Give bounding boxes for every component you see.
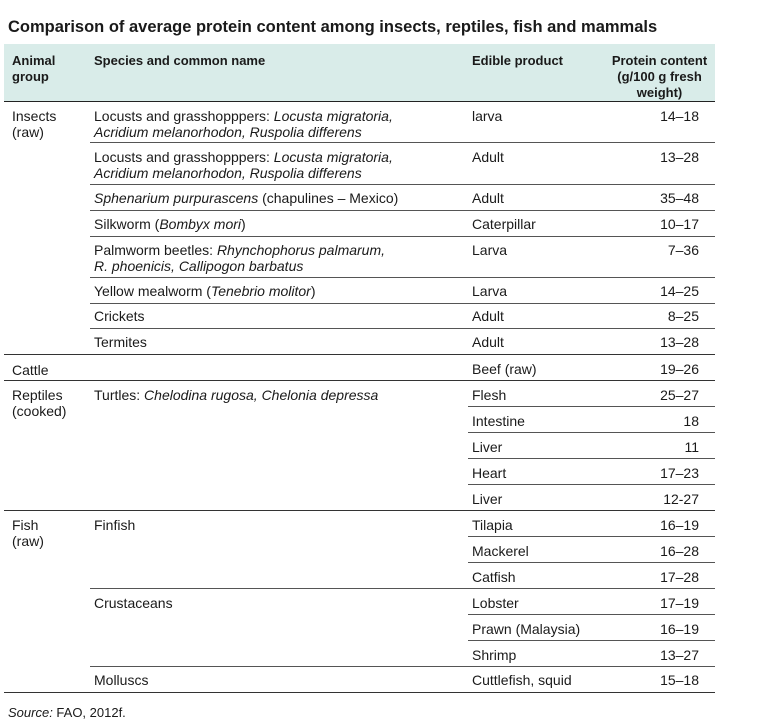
table-row-product: Intestine <box>472 413 525 429</box>
table-row-product: Shrimp <box>472 647 517 663</box>
table-row-protein: 7–36 <box>667 242 699 258</box>
table-row-protein: 13–28 <box>660 149 699 165</box>
table-row-protein: 17–28 <box>660 569 699 585</box>
table-row-product: Liver <box>472 491 503 507</box>
table-row-protein: 12-27 <box>663 491 699 507</box>
table-row-product: Adult <box>472 308 504 324</box>
table-row-species: Sphenarium purpurascens (chapulines – Me… <box>94 190 399 206</box>
table-header: Animal group Species and common name Edi… <box>4 44 715 101</box>
table-row-product: Tilapia <box>472 517 513 533</box>
table-row-protein: 13–28 <box>660 334 699 350</box>
table-row-product: Catfish <box>472 569 516 585</box>
group-label-cattle: Cattle <box>12 362 49 378</box>
table-row-product: Adult <box>472 149 504 165</box>
group-label-reptiles: Reptiles (cooked) <box>12 387 67 419</box>
source-note: Source: FAO, 2012f. <box>8 705 126 720</box>
table-row-protein: 11 <box>684 439 699 455</box>
table-row-protein: 19–26 <box>660 361 699 377</box>
table-row-protein: 13–27 <box>660 647 699 663</box>
table-row-protein: 8–25 <box>667 308 699 324</box>
header-rule <box>4 101 715 102</box>
table-row-product: Cuttlefish, squid <box>472 672 572 688</box>
table-row-protein: 14–18 <box>660 108 699 124</box>
table-row-product: Lobster <box>472 595 519 611</box>
table-row-protein: 16–28 <box>660 543 699 559</box>
group-label-fish: Fish (raw) <box>12 517 44 549</box>
table-row-protein: 25–27 <box>660 387 699 403</box>
table-row-protein: 18 <box>683 413 699 429</box>
table-row-product: larva <box>472 108 503 124</box>
table-row-product: Flesh <box>472 387 507 403</box>
table-row-protein: 16–19 <box>660 621 699 637</box>
table-row-species: Locusts and grasshopppers: Locusta migra… <box>94 149 393 181</box>
header-animal-group: Animal group <box>12 53 56 84</box>
table-row-protein: 14–25 <box>660 283 699 299</box>
table-row-protein: 15–18 <box>660 672 699 688</box>
table-row-species: Turtles: Chelodina rugosa, Chelonia depr… <box>94 387 379 403</box>
table-row-species: Locusts and grasshopppers: Locusta migra… <box>94 108 393 140</box>
table-row-protein: 35–48 <box>660 190 699 206</box>
table-row-species: Crickets <box>94 308 145 324</box>
table-row-product: Liver <box>472 439 503 455</box>
table-row-species: Yellow mealworm (Tenebrio molitor) <box>94 283 316 299</box>
table-row-product: Beef (raw) <box>472 361 537 377</box>
table-row-product: Larva <box>472 283 508 299</box>
table-row-species: Crustaceans <box>94 595 173 611</box>
table-row-protein: 10–17 <box>660 216 699 232</box>
header-species: Species and common name <box>94 53 266 68</box>
table-row-product: Prawn (Malaysia) <box>472 621 581 637</box>
table-title: Comparison of average protein content am… <box>8 18 658 36</box>
table-row-species: Finfish <box>94 517 136 533</box>
table-row-protein: 17–23 <box>660 465 699 481</box>
table-row-species: Palmworm beetles: Rhynchophorus palmarum… <box>94 242 386 274</box>
table-row-product: Adult <box>472 334 504 350</box>
group-label-insects: Insects (raw) <box>12 108 57 140</box>
table-row-product: Caterpillar <box>472 216 536 232</box>
table-row-protein: 17–19 <box>660 595 699 611</box>
header-protein-content: Protein content (g/100 g fresh weight) <box>611 53 708 100</box>
table-row-product: Heart <box>472 465 507 481</box>
table-row-protein: 16–19 <box>660 517 699 533</box>
table-row-species: Molluscs <box>94 672 149 688</box>
table-row-product: Mackerel <box>472 543 529 559</box>
table-row-product: Larva <box>472 242 508 258</box>
table-row-species: Silkworm (Bombyx mori) <box>94 216 246 232</box>
header-edible-product: Edible product <box>472 53 563 68</box>
table-row-product: Adult <box>472 190 504 206</box>
table-row-species: Termites <box>94 334 147 350</box>
